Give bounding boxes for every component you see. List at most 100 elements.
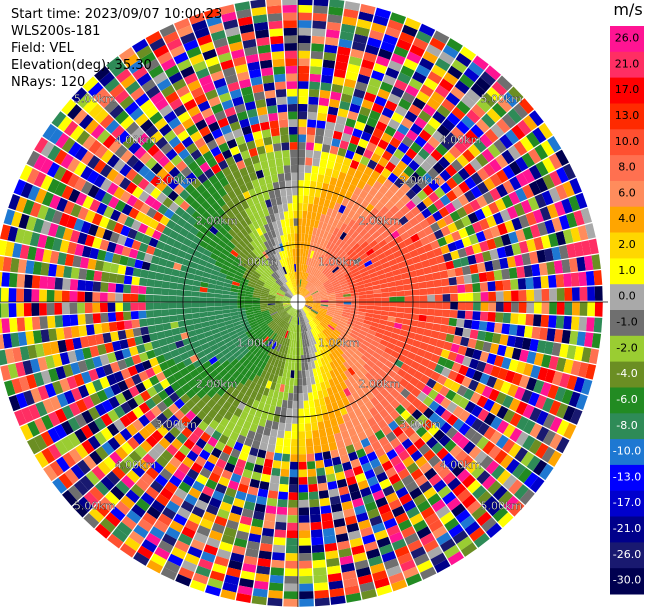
velocity-gate <box>481 205 493 218</box>
velocity-gate <box>1 318 11 334</box>
velocity-gate <box>294 378 298 386</box>
velocity-gate <box>298 225 302 234</box>
velocity-gate <box>199 307 208 313</box>
velocity-gate <box>446 497 461 511</box>
velocity-gate <box>350 267 359 275</box>
velocity-gate <box>385 143 397 155</box>
velocity-gate <box>568 257 579 273</box>
velocity-gate <box>572 302 580 316</box>
velocity-gate <box>93 323 103 335</box>
velocity-gate <box>290 164 298 173</box>
velocity-gate <box>408 216 420 227</box>
velocity-gate <box>310 234 316 244</box>
velocity-gate <box>438 156 451 169</box>
velocity-gate <box>496 420 510 434</box>
velocity-gate <box>326 311 335 316</box>
velocity-gate <box>456 206 468 219</box>
velocity-gate <box>317 313 325 319</box>
velocity-gate <box>298 210 303 219</box>
velocity-gate <box>304 408 310 417</box>
velocity-gate <box>286 81 298 89</box>
velocity-gate <box>390 455 402 467</box>
velocity-gate <box>305 273 309 281</box>
velocity-gate <box>298 263 300 272</box>
velocity-gate <box>454 219 465 231</box>
velocity-gate <box>330 91 342 101</box>
velocity-gate <box>501 149 515 165</box>
velocity-gate <box>335 211 343 221</box>
velocity-gate <box>341 253 349 261</box>
velocity-gate <box>288 119 298 127</box>
velocity-gate <box>304 172 311 181</box>
velocity-gate <box>543 248 554 262</box>
velocity-gate <box>314 589 330 599</box>
velocity-gate <box>318 332 325 341</box>
velocity-gate <box>515 187 528 202</box>
velocity-gate <box>310 173 318 182</box>
velocity-gate <box>449 285 458 294</box>
velocity-gate <box>311 308 319 314</box>
velocity-gate <box>455 509 471 524</box>
velocity-gate <box>517 313 527 325</box>
velocity-gate <box>335 154 345 165</box>
velocity-gate <box>374 191 384 201</box>
velocity-gate <box>578 316 588 332</box>
velocity-gate <box>327 345 334 353</box>
velocity-gate <box>334 290 343 294</box>
velocity-gate <box>396 307 405 313</box>
velocity-gate <box>336 299 344 302</box>
velocity-gate <box>298 454 307 462</box>
velocity-gate <box>318 323 325 331</box>
velocity-gate <box>276 399 283 408</box>
velocity-gate <box>410 313 420 321</box>
velocity-gate <box>496 246 507 259</box>
velocity-gate <box>405 188 417 200</box>
velocity-gate <box>320 297 329 300</box>
velocity-gate <box>303 392 309 401</box>
velocity-gate <box>324 315 332 321</box>
velocity-gate <box>440 349 451 359</box>
velocity-gate <box>425 280 435 288</box>
velocity-gate <box>536 410 549 426</box>
velocity-gate <box>99 302 108 313</box>
velocity-gate <box>347 183 357 194</box>
velocity-gate <box>483 398 495 412</box>
velocity-gate <box>464 176 477 190</box>
velocity-gate <box>583 255 594 271</box>
velocity-gate <box>311 307 320 312</box>
velocity-gate <box>511 347 522 361</box>
velocity-gate <box>460 336 470 347</box>
velocity-gate <box>529 423 543 439</box>
range-ring-label: 4.00km <box>440 133 482 146</box>
velocity-gate <box>561 198 573 214</box>
velocity-gate <box>569 408 583 425</box>
velocity-gate <box>346 200 355 210</box>
velocity-gate <box>495 391 507 405</box>
velocity-gate <box>108 321 118 332</box>
velocity-gate <box>499 209 511 222</box>
velocity-gate <box>115 302 123 312</box>
velocity-gate <box>278 422 286 431</box>
velocity-gate <box>461 115 475 129</box>
velocity-gate <box>479 373 490 385</box>
velocity-gate <box>304 423 312 432</box>
velocity-gate <box>322 527 335 537</box>
velocity-gate <box>299 583 314 592</box>
velocity-gate <box>401 91 416 104</box>
velocity-gate <box>492 212 504 225</box>
velocity-gate <box>353 274 362 280</box>
velocity-gate <box>515 172 529 187</box>
velocity-gate <box>464 427 477 441</box>
velocity-gate <box>85 280 94 292</box>
velocity-gate <box>484 260 494 272</box>
velocity-gate <box>452 335 462 345</box>
velocity-gate <box>435 57 451 72</box>
velocity-gate <box>298 484 308 493</box>
velocity-gate <box>303 292 311 298</box>
velocity-gate <box>556 302 565 315</box>
velocity-gate <box>451 431 464 445</box>
velocity-gate <box>358 294 367 299</box>
velocity-gate <box>462 441 476 455</box>
velocity-gate <box>319 497 331 507</box>
velocity-gate <box>84 291 93 302</box>
